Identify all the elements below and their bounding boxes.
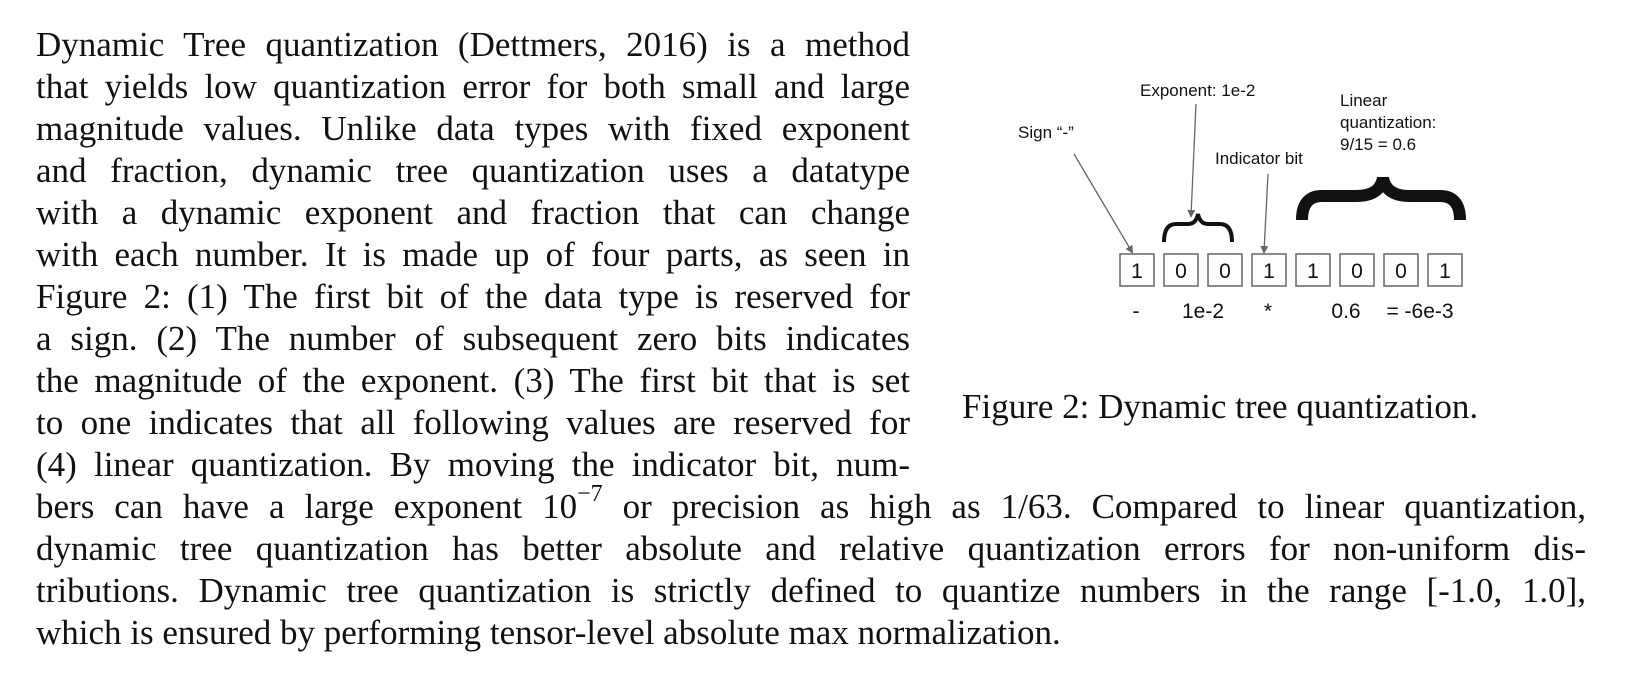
bit-box — [1163, 253, 1199, 287]
paragraph-line: magnitude values. Unlike data types with… — [36, 109, 910, 148]
paragraph-line: which is ensured by performing tensor-le… — [36, 613, 1061, 652]
figure-caption: Figure 2: Dynamic tree quantization. — [962, 387, 1479, 426]
bit-box — [1295, 253, 1331, 287]
figure-dynamic-tree: Sign “-” Exponent: 1e-2 Indicator bit Li… — [1000, 78, 1480, 348]
bit-value: 1 — [1307, 260, 1319, 283]
indicator-arrow — [1260, 173, 1269, 254]
bit-box — [1383, 253, 1419, 287]
exponent-label: Exponent: 1e-2 — [1140, 81, 1255, 100]
paragraph-line: (4) linear quantization. By moving the i… — [36, 445, 910, 484]
paragraph-line: with each number. It is made up of four … — [36, 235, 910, 274]
bit-box — [1119, 253, 1155, 287]
bit-box — [1207, 253, 1243, 287]
bit-value: 0 — [1219, 260, 1231, 283]
exponent-value: 1e-2 — [1182, 300, 1224, 323]
bit-value: 1 — [1439, 260, 1451, 283]
bit-box — [1339, 253, 1375, 287]
sign-arrow — [1073, 153, 1134, 254]
math-base: 10 — [542, 487, 578, 526]
paragraph-line: with a dynamic exponent and fraction tha… — [36, 193, 910, 232]
paragraph-line: and fraction, dynamic tree quantization … — [36, 151, 910, 190]
math-line-after: . Compared to linear quantization, — [1062, 487, 1587, 526]
bit-value: 1 — [1131, 260, 1143, 283]
math-line-middle: or precision as high as — [602, 487, 1001, 526]
bit-boxes: 1 0 0 1 1 0 0 1 — [1119, 253, 1463, 287]
fraction-value: 0.6 — [1331, 300, 1360, 323]
linear-label-2: quantization: — [1340, 113, 1436, 132]
exponent-brace — [1162, 213, 1234, 243]
result-value: = -6e-3 — [1386, 300, 1453, 323]
paragraph-line: to one indicates that all following valu… — [36, 403, 910, 442]
bit-value: 0 — [1175, 260, 1187, 283]
linear-brace — [1296, 176, 1466, 221]
bit-value: 0 — [1351, 260, 1363, 283]
linear-label-1: Linear — [1340, 91, 1388, 110]
paragraph-line: tributions. Dynamic tree quantization is… — [36, 571, 1586, 610]
linear-label-3: 9/15 = 0.6 — [1340, 135, 1416, 154]
indicator-value: * — [1264, 300, 1272, 323]
math-fraction: 1/63 — [1000, 487, 1063, 526]
paragraph-line: Figure 2: (1) The first bit of the data … — [36, 277, 910, 316]
paragraph-line: the magnitude of the exponent. (3) The f… — [36, 361, 910, 400]
sign-label: Sign “-” — [1018, 123, 1074, 142]
paragraph-math-line: bers can have a large exponent 10−7 or p… — [36, 482, 1587, 528]
paragraph-line: Dynamic Tree quantization (Dettmers, 201… — [36, 25, 910, 64]
bit-value: 0 — [1395, 260, 1407, 283]
exponent-arrow — [1187, 103, 1197, 218]
bit-value: 1 — [1263, 260, 1275, 283]
math-line-before: bers can have a large exponent — [36, 487, 543, 526]
sign-value: - — [1133, 300, 1140, 323]
paragraph-line: dynamic tree quantization has better abs… — [36, 529, 1586, 568]
bit-box — [1251, 253, 1287, 287]
paragraph-line: that yields low quantization error for b… — [36, 67, 910, 106]
math-exponent: −7 — [577, 481, 603, 508]
figure-diagram: Sign “-” Exponent: 1e-2 Indicator bit Li… — [1018, 81, 1466, 323]
indicator-label: Indicator bit — [1215, 149, 1303, 168]
bit-box — [1427, 253, 1463, 287]
paragraph-line: a sign. (2) The number of subsequent zer… — [36, 319, 910, 358]
